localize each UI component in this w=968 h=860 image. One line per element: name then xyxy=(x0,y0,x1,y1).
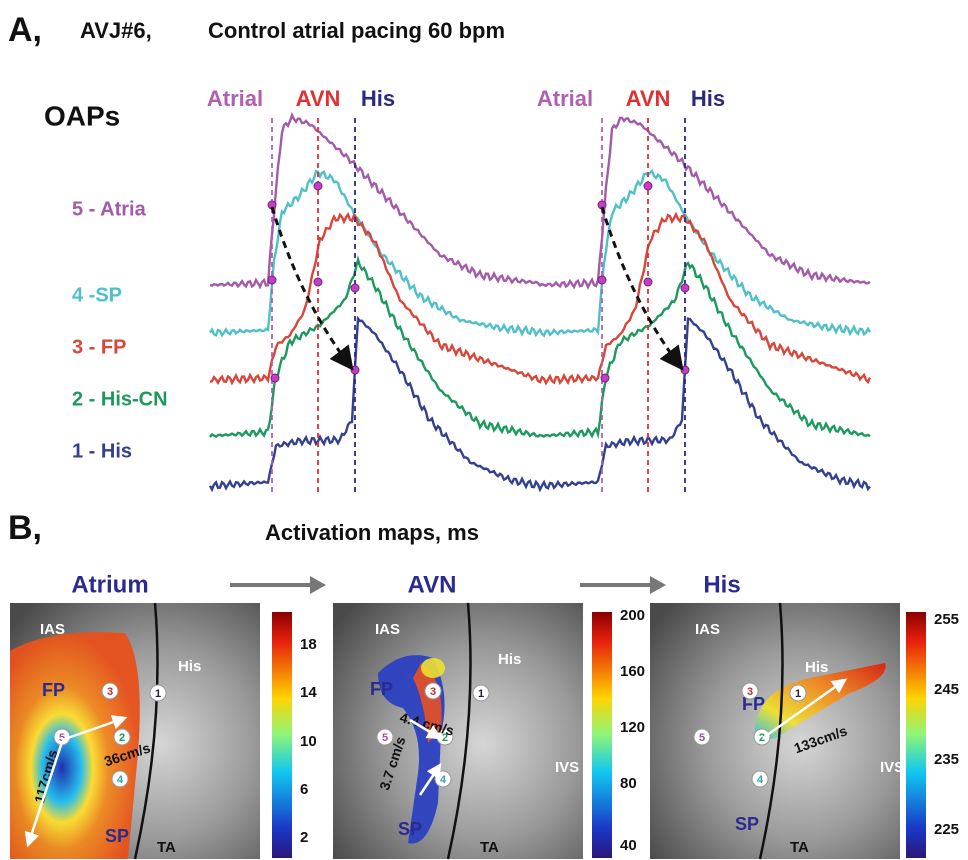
colorbar xyxy=(272,612,292,858)
colorbar-tick-label: 225 xyxy=(934,821,959,838)
activation-dot xyxy=(314,278,322,286)
trace-label: 5 - Atria xyxy=(72,198,147,220)
anatomy-label: SP xyxy=(735,814,759,834)
map-background xyxy=(333,603,583,859)
activation-dot xyxy=(314,182,322,190)
colorbar-tick-label: 40 xyxy=(620,837,637,854)
colorbar-tick-label: 18 xyxy=(300,636,317,653)
anatomy-label: His xyxy=(805,659,828,676)
site-number: 4 xyxy=(757,774,764,786)
anatomy-label: IAS xyxy=(375,621,400,638)
colorbar xyxy=(906,612,926,858)
colorbar-tick-label: 14 xyxy=(300,684,317,701)
map-title: His xyxy=(703,571,740,598)
panel-label: A, xyxy=(8,11,42,49)
anatomy-label: FP xyxy=(42,680,65,700)
activation-dot xyxy=(351,284,359,292)
activation-dot xyxy=(271,374,279,382)
site-number: 1 xyxy=(478,688,484,700)
activation-dot xyxy=(644,182,652,190)
colorbar-tick-label: 255 xyxy=(934,611,959,628)
activation-map: AtriumIASHisFPSPTA1234536cm/s117cm/s1814… xyxy=(10,571,317,859)
anatomy-label: TA xyxy=(157,839,176,856)
trace-label: 2 - His-CN xyxy=(72,388,168,410)
marker-label: Atrial xyxy=(537,86,593,111)
anatomy-label: IAS xyxy=(40,621,65,638)
anatomy-label: IVS xyxy=(555,759,579,776)
anatomy-label: SP xyxy=(398,819,422,839)
colorbar-tick-label: 245 xyxy=(934,681,959,698)
anatomy-label: SP xyxy=(105,826,129,846)
marker-label: AVN xyxy=(296,86,341,111)
activation-dot xyxy=(351,366,359,374)
figure: A, AVJ#6, Control atrial pacing 60 bpm O… xyxy=(0,0,968,860)
trace xyxy=(210,115,870,287)
colorbar-tick-label: 200 xyxy=(620,607,645,624)
site-number: 3 xyxy=(107,686,113,698)
site-number: 5 xyxy=(382,732,388,744)
activation-dot xyxy=(681,284,689,292)
colorbar xyxy=(592,612,612,858)
panel-title: Control atrial pacing 60 bpm xyxy=(208,18,505,43)
activation-dot xyxy=(268,276,276,284)
marker-label: His xyxy=(691,86,725,111)
anatomy-label: IAS xyxy=(695,621,720,638)
trace-label: 3 - FP xyxy=(72,336,126,358)
site-number: 3 xyxy=(747,686,753,698)
map-title: AVN xyxy=(408,571,457,598)
anatomy-label: His xyxy=(498,651,521,668)
arrow-head xyxy=(310,576,326,594)
colorbar-tick-label: 235 xyxy=(934,751,959,768)
activation-dot xyxy=(601,374,609,382)
colorbar-tick-label: 160 xyxy=(620,663,645,680)
arrow-head xyxy=(650,576,666,594)
anatomy-label: TA xyxy=(480,839,499,856)
marker-label: AVN xyxy=(626,86,671,111)
ylabel: OAPs xyxy=(44,100,120,131)
panel-a: A, AVJ#6, Control atrial pacing 60 bpm O… xyxy=(8,11,870,492)
anatomy-label: FP xyxy=(370,679,393,699)
preparation-id: AVJ#6, xyxy=(80,18,152,43)
site-number: 4 xyxy=(117,774,124,786)
site-number: 1 xyxy=(795,688,801,700)
panel-label: B, xyxy=(8,509,42,547)
anatomy-label: IVS xyxy=(880,759,904,776)
colorbar-tick-label: 2 xyxy=(300,829,308,846)
trace xyxy=(210,171,870,336)
panel-title: Activation maps, ms xyxy=(265,520,479,545)
map-title: Atrium xyxy=(71,571,148,598)
colorbar-tick-label: 120 xyxy=(620,719,645,736)
anatomy-label: His xyxy=(178,658,201,675)
site-number: 3 xyxy=(430,686,436,698)
activation-dot xyxy=(681,366,689,374)
trace-label: 1 - His xyxy=(72,440,132,462)
trace-label: 4 -SP xyxy=(72,284,122,306)
colorbar-tick-label: 80 xyxy=(620,775,637,792)
site-number: 4 xyxy=(440,774,447,786)
colorbar-tick-label: 10 xyxy=(300,733,317,750)
panel-b: B, Activation maps, ms Atrium IAS His FP SP T… xyxy=(8,509,959,859)
marker-label: His xyxy=(361,86,395,111)
activation-dot xyxy=(598,276,606,284)
site-number: 1 xyxy=(155,688,161,700)
site-number: 2 xyxy=(119,732,125,744)
colorbar-tick-label: 6 xyxy=(300,781,308,798)
site-number: 5 xyxy=(699,732,705,744)
anatomy-label: TA xyxy=(790,839,809,856)
activation-area xyxy=(421,658,445,678)
conduction-arrow xyxy=(602,207,680,366)
activation-dot xyxy=(644,278,652,286)
marker-label: Atrial xyxy=(207,86,263,111)
